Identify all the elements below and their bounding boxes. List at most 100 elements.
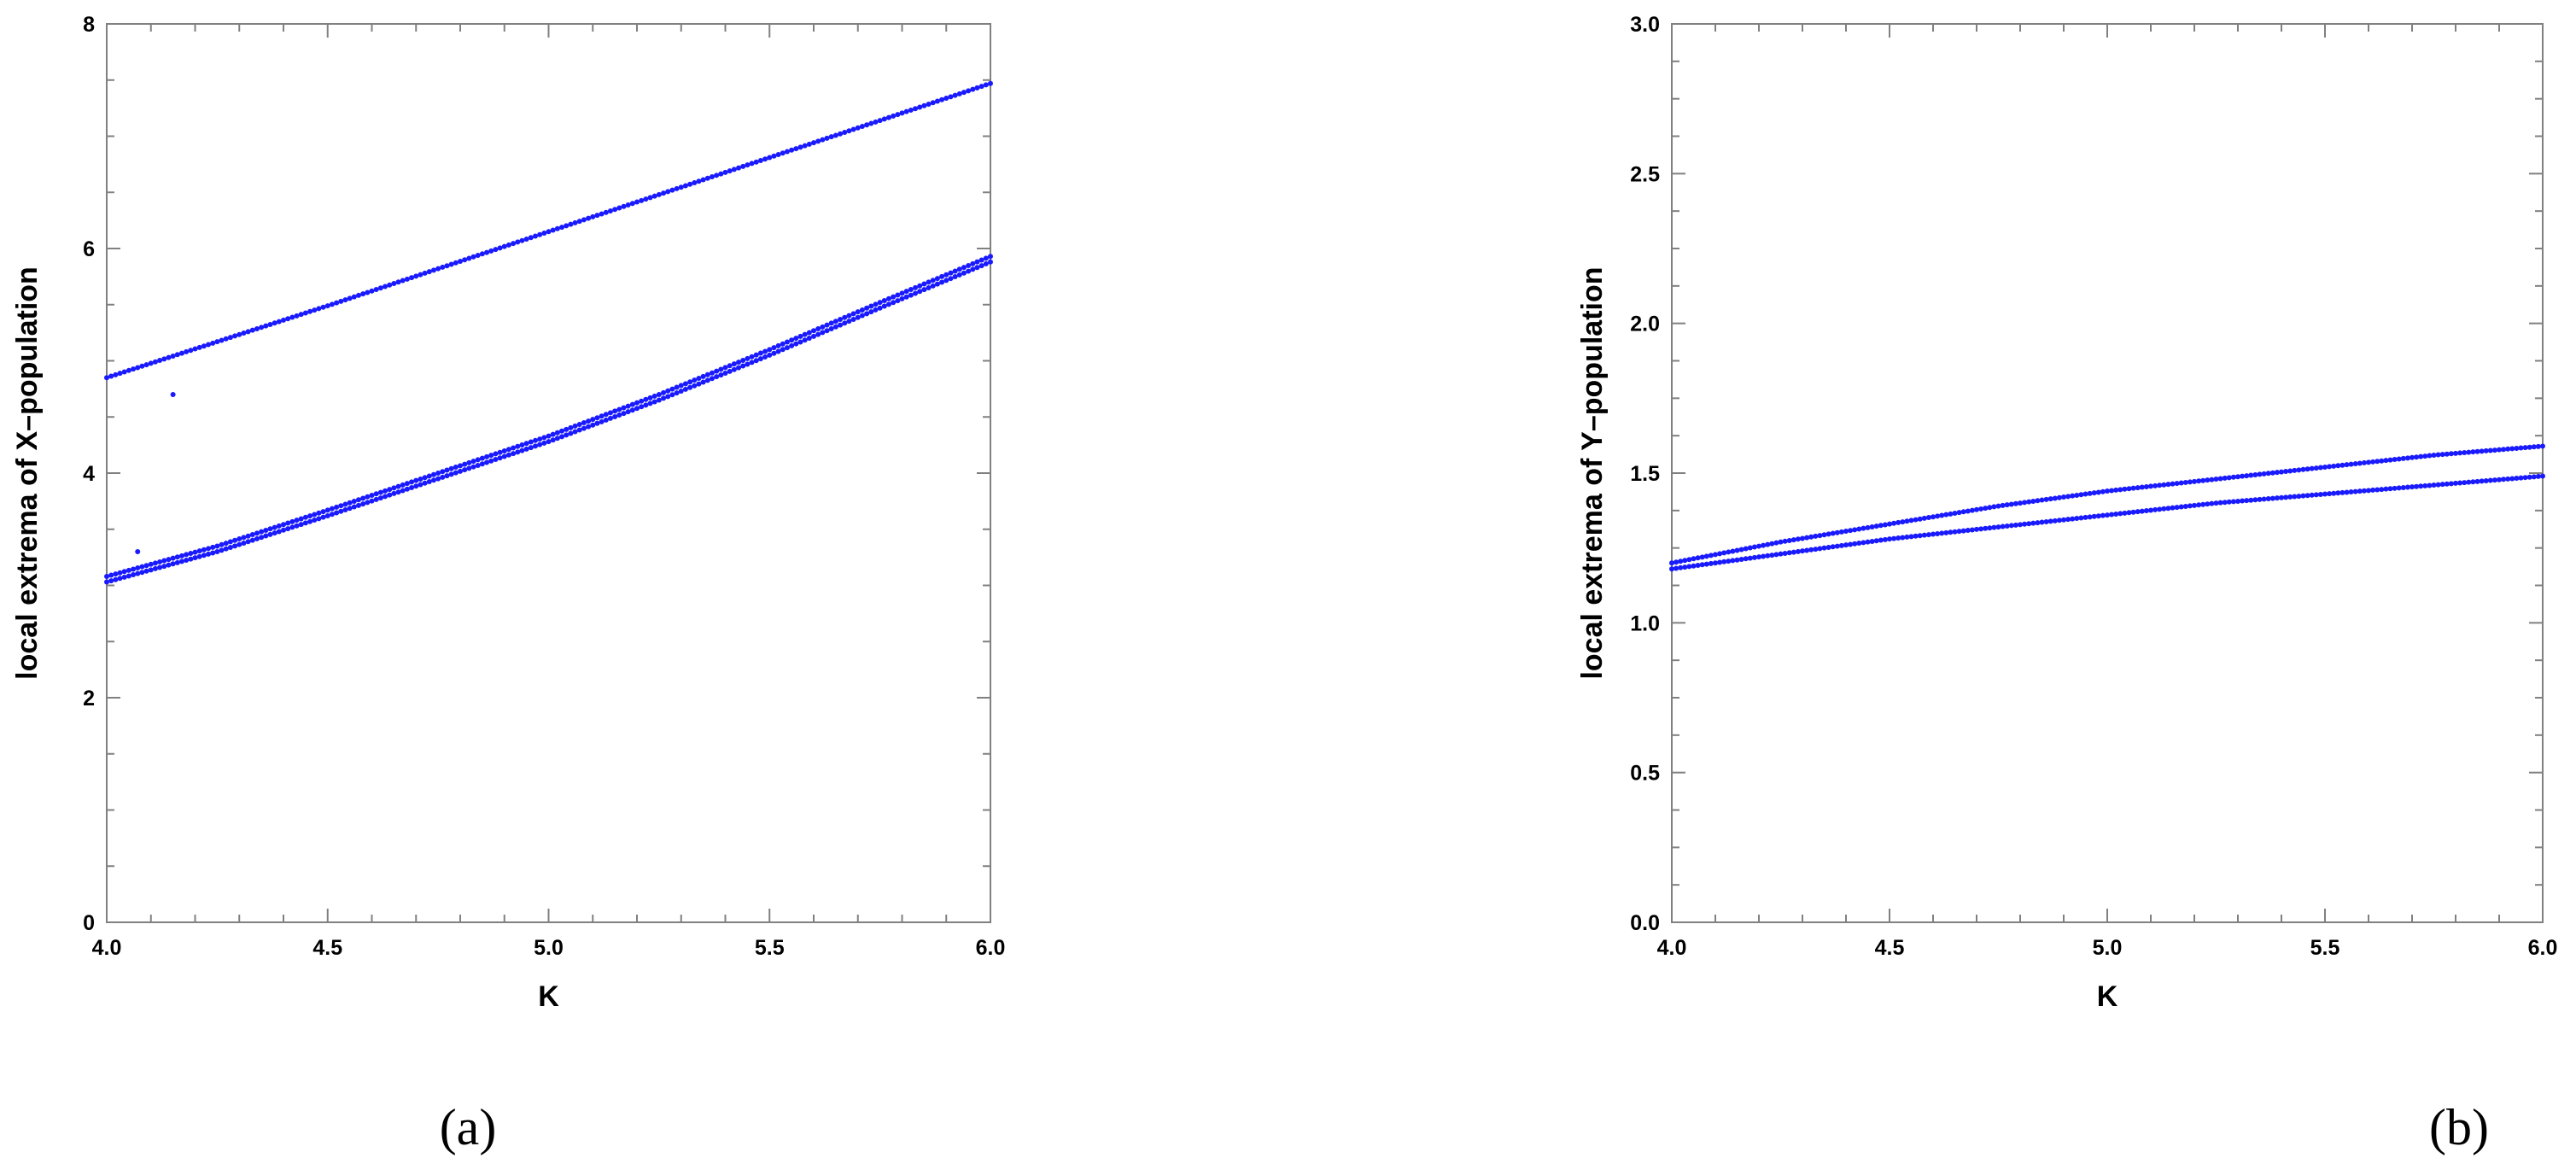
data-point — [223, 336, 229, 342]
data-point — [753, 358, 759, 364]
data-point — [2374, 459, 2380, 465]
data-point — [784, 339, 790, 345]
data-point — [682, 381, 688, 387]
data-point — [294, 313, 300, 319]
data-point — [1939, 512, 1945, 518]
data-point — [2283, 494, 2289, 500]
data-point — [444, 473, 450, 479]
data-point — [824, 328, 830, 334]
data-point — [616, 412, 622, 418]
data-point — [2052, 495, 2058, 501]
data-point — [223, 541, 229, 547]
data-point — [178, 350, 184, 356]
data-point — [868, 120, 874, 126]
data-point — [722, 370, 728, 376]
y-tick-label: 3.0 — [1630, 13, 1660, 37]
data-point — [704, 371, 710, 377]
data-point — [1960, 509, 1966, 515]
data-point — [594, 213, 600, 219]
data-point — [634, 406, 640, 412]
data-point — [895, 112, 901, 118]
data-point — [2047, 496, 2053, 502]
data-point — [762, 348, 768, 354]
data-point — [727, 363, 733, 369]
data-point — [2535, 473, 2541, 479]
data-point — [1965, 528, 1971, 534]
data-point — [2200, 501, 2206, 507]
data-point — [2105, 488, 2110, 494]
data-point — [206, 342, 212, 348]
data-point — [360, 501, 366, 507]
data-point — [2439, 482, 2445, 488]
data-point — [178, 553, 184, 559]
data-point — [921, 102, 927, 108]
data-point — [546, 433, 552, 439]
data-point — [828, 325, 834, 331]
data-point — [245, 539, 251, 545]
data-point — [2012, 500, 2018, 506]
data-point — [528, 445, 534, 451]
data-point — [188, 556, 194, 562]
data-point — [307, 513, 313, 519]
data-point — [2113, 487, 2119, 493]
data-point — [966, 268, 972, 274]
data-point — [811, 140, 816, 146]
data-point — [2078, 515, 2084, 521]
data-point — [1738, 547, 1744, 553]
data-point — [493, 247, 499, 253]
data-point — [351, 294, 357, 300]
data-point — [2300, 493, 2306, 499]
data-point — [484, 249, 490, 255]
data-point — [2366, 488, 2371, 494]
data-point — [1856, 526, 1862, 532]
data-point — [515, 239, 521, 245]
data-point — [2404, 484, 2410, 490]
data-point — [749, 360, 755, 366]
data-point — [727, 168, 733, 174]
data-point — [1956, 529, 1962, 535]
data-point — [2130, 485, 2136, 491]
data-point — [2322, 464, 2328, 470]
data-point — [2370, 487, 2376, 493]
data-point — [227, 539, 233, 545]
data-point — [1969, 527, 1975, 533]
data-point — [430, 471, 436, 477]
data-point — [497, 449, 503, 455]
data-point — [629, 407, 635, 413]
data-point — [2143, 508, 2149, 514]
data-point — [2170, 481, 2176, 487]
data-point — [1678, 559, 1684, 564]
panel-b: 4.0 4.5 5.0 5.5 6.0 0.0 0.5 1.0 1.5 2.0 2.5 3.0 Kloc… — [1576, 13, 2557, 1155]
data-point — [1908, 534, 1914, 540]
data-point — [802, 331, 808, 337]
data-point — [537, 436, 543, 442]
data-point — [184, 557, 190, 563]
data-point — [661, 395, 667, 401]
data-point — [2313, 492, 2319, 498]
data-point — [921, 281, 927, 287]
data-point — [603, 412, 609, 418]
data-point — [639, 197, 645, 203]
data-point — [873, 119, 879, 125]
data-point — [1904, 518, 1910, 524]
data-point — [921, 287, 927, 293]
data-point — [974, 265, 980, 271]
data-point — [612, 207, 618, 213]
data-point — [108, 572, 114, 578]
data-point — [568, 221, 574, 227]
data-point — [2244, 473, 2250, 479]
data-point — [797, 144, 803, 150]
data-point — [1751, 544, 1757, 550]
data-point — [767, 347, 773, 353]
data-point — [413, 483, 419, 489]
data-point — [917, 104, 923, 110]
data-point — [625, 403, 631, 409]
data-point — [347, 506, 353, 512]
data-point — [2344, 462, 2350, 468]
data-point — [1761, 553, 1767, 559]
data-point — [1747, 545, 1753, 551]
data-point — [426, 269, 432, 275]
data-point — [2100, 512, 2106, 518]
data-point — [1838, 529, 1844, 535]
data-point — [2435, 452, 2441, 458]
